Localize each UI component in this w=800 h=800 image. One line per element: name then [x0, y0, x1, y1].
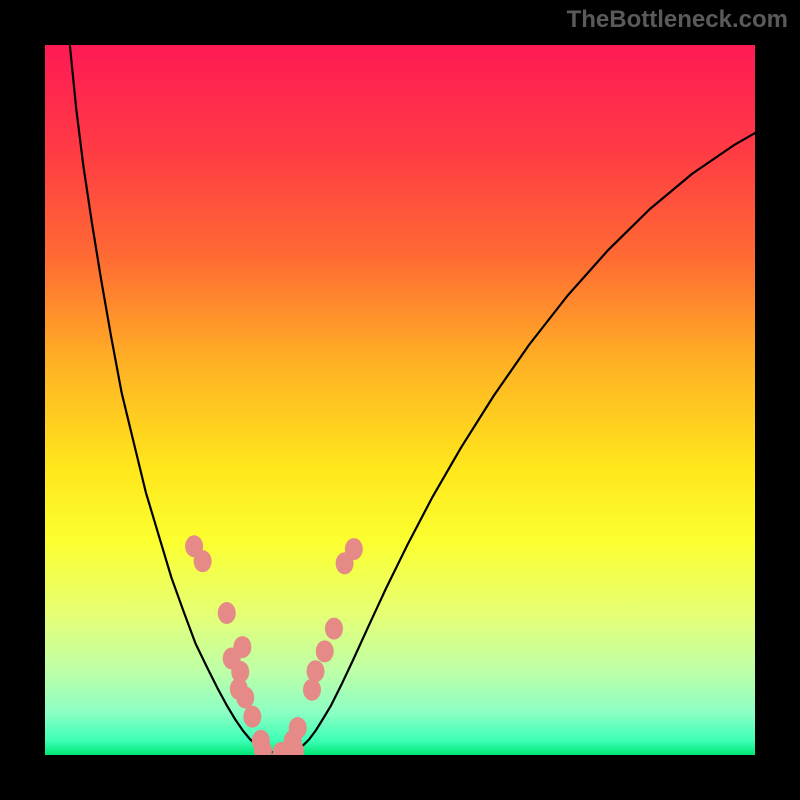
- data-marker: [236, 686, 254, 708]
- data-marker: [303, 679, 321, 701]
- bottleneck-chart: [45, 45, 755, 755]
- data-marker: [316, 640, 334, 662]
- data-marker: [345, 538, 363, 560]
- data-marker: [289, 717, 307, 739]
- data-marker: [307, 660, 325, 682]
- data-marker: [243, 706, 261, 728]
- chart-area: [45, 45, 755, 755]
- data-marker: [218, 602, 236, 624]
- data-marker: [194, 550, 212, 572]
- data-marker: [325, 618, 343, 640]
- chart-background: [45, 45, 755, 755]
- watermark-text: TheBottleneck.com: [567, 6, 788, 34]
